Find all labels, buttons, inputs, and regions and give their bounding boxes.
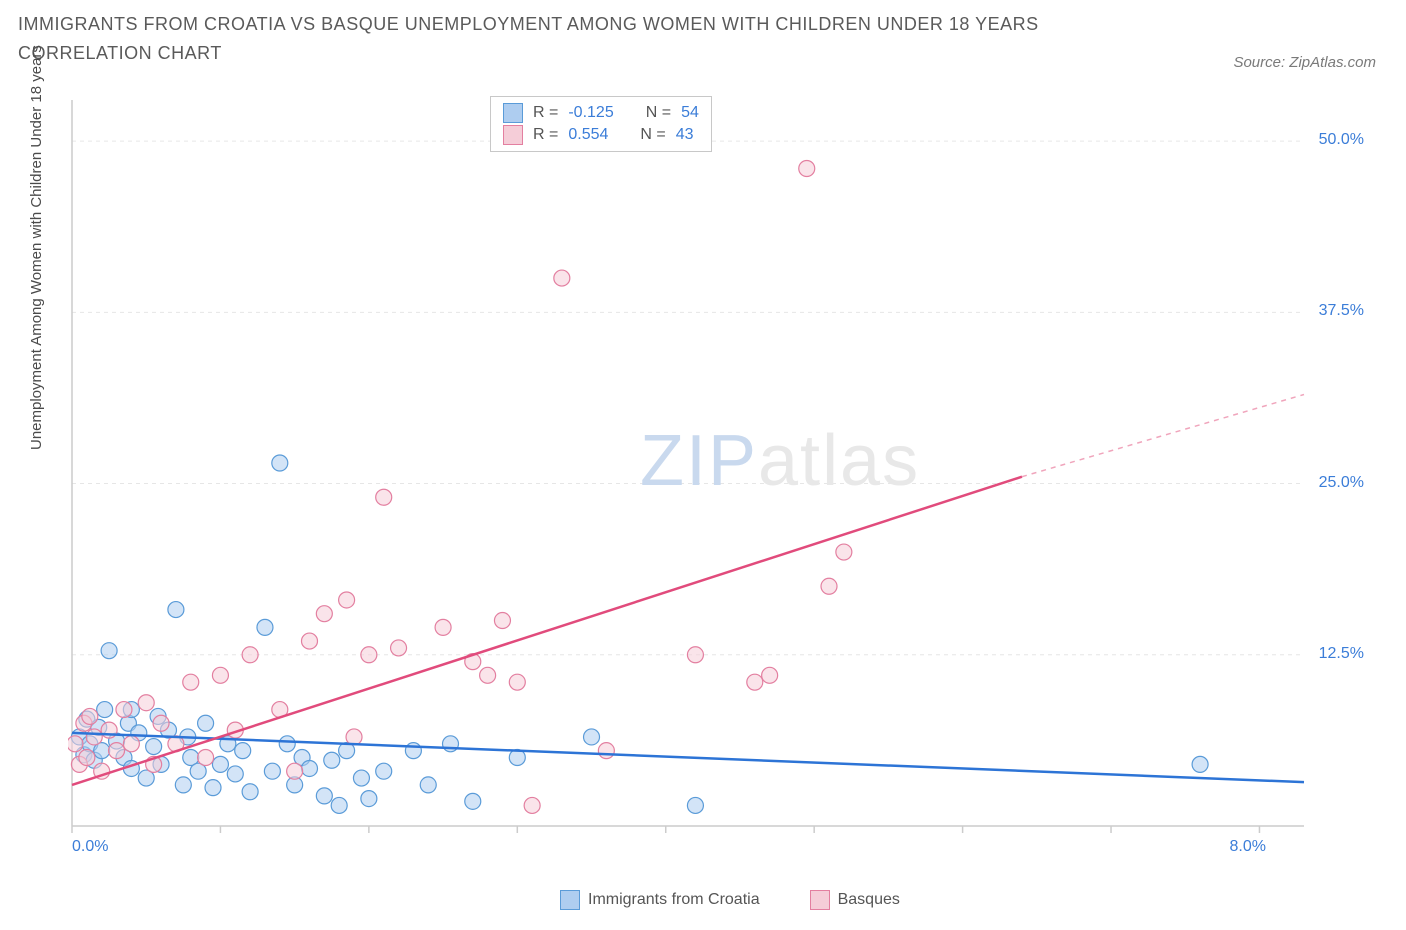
y-tick-label: 37.5%: [1319, 302, 1364, 320]
n-label: N =: [646, 104, 671, 122]
y-tick-label: 50.0%: [1319, 131, 1364, 149]
stats-row: R = 0.554 N = 43: [503, 124, 699, 146]
legend-swatch: [810, 890, 830, 910]
correlation-stats-legend: R = -0.125 N = 54 R = 0.554 N = 43: [490, 96, 712, 152]
chart-title: IMMIGRANTS FROM CROATIA VS BASQUE UNEMPL…: [18, 10, 1118, 68]
y-axis-label: Unemployment Among Women with Children U…: [28, 45, 45, 450]
x-tick-label: 8.0%: [1229, 838, 1265, 856]
r-label: R =: [533, 104, 558, 122]
y-tick-label: 25.0%: [1319, 474, 1364, 492]
legend-label: Basques: [838, 891, 900, 909]
legend-label: Immigrants from Croatia: [588, 891, 760, 909]
x-tick-label: 0.0%: [72, 838, 108, 856]
legend-swatch: [503, 103, 523, 123]
n-label: N =: [640, 126, 665, 144]
r-label: R =: [533, 126, 558, 144]
r-value: 0.554: [568, 126, 608, 144]
chart-plot-area: 12.5% 25.0% 37.5% 50.0% 0.0% 8.0%: [68, 96, 1368, 856]
legend-swatch: [560, 890, 580, 910]
series-legend: Immigrants from Croatia Basques: [560, 890, 900, 910]
stats-row: R = -0.125 N = 54: [503, 102, 699, 124]
source-attribution: Source: ZipAtlas.com: [1233, 54, 1376, 71]
r-value: -0.125: [568, 104, 613, 122]
scatter-plot-svg: [68, 96, 1368, 856]
legend-item: Basques: [810, 890, 900, 910]
n-value: 43: [676, 126, 694, 144]
n-value: 54: [681, 104, 699, 122]
legend-swatch: [503, 125, 523, 145]
legend-item: Immigrants from Croatia: [560, 890, 760, 910]
y-tick-label: 12.5%: [1319, 645, 1364, 663]
